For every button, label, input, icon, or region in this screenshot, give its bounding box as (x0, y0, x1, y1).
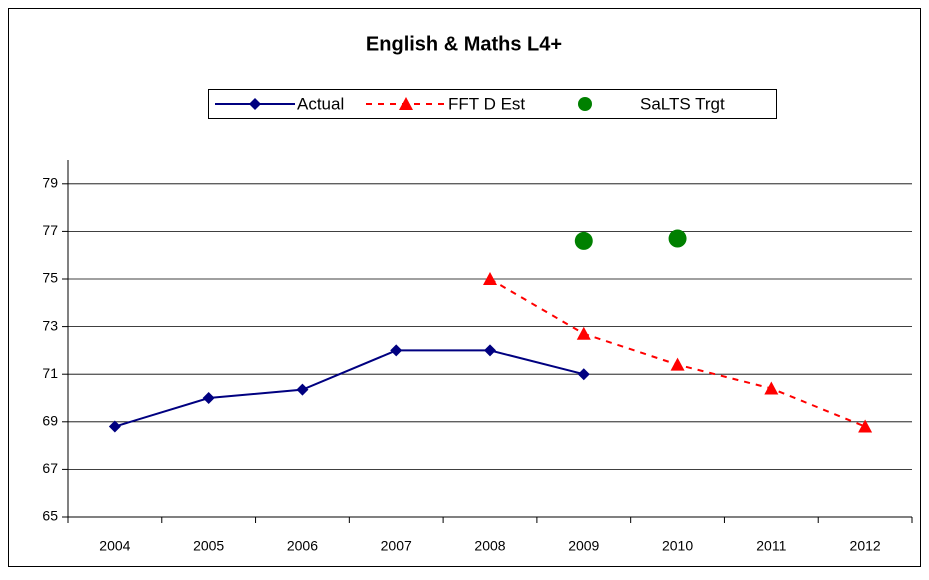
chart-title: English & Maths L4+ (366, 33, 562, 55)
legend-marker (249, 98, 261, 110)
data-point (668, 229, 687, 248)
series-line (114, 349, 585, 428)
legend-label: Actual (297, 94, 344, 113)
x-tick-label: 2006 (287, 538, 318, 554)
y-tick-label: 73 (42, 317, 58, 333)
data-point (296, 383, 309, 396)
data-point (764, 381, 779, 395)
data-point (108, 420, 121, 433)
y-tick-label: 69 (42, 413, 58, 429)
y-tick-label: 67 (42, 460, 58, 476)
x-tick-label: 2012 (850, 538, 881, 554)
x-tick-label: 2005 (193, 538, 224, 554)
y-tick-label: 71 (42, 365, 58, 381)
data-point (576, 326, 591, 340)
y-tick-label: 79 (42, 175, 58, 191)
x-tick-label: 2008 (474, 538, 505, 554)
data-point (577, 368, 590, 381)
data-point (484, 344, 496, 357)
data-point (390, 344, 403, 357)
y-tick-label: 77 (42, 222, 58, 238)
data-point (858, 419, 873, 433)
x-tick-label: 2004 (99, 538, 130, 554)
data-point (202, 392, 215, 404)
legend-marker (578, 97, 592, 111)
x-tick-label: 2011 (756, 538, 786, 554)
legend-label: FFT D Est (448, 94, 525, 113)
y-tick-label: 65 (42, 508, 58, 524)
x-tick-label: 2007 (381, 538, 412, 554)
legend-label: SaLTS Trgt (640, 94, 725, 113)
legend-box (208, 89, 777, 119)
data-point (670, 357, 685, 371)
x-tick-label: 2010 (662, 538, 693, 554)
y-tick-label: 75 (42, 270, 58, 286)
data-point (483, 272, 497, 285)
data-point (574, 231, 593, 250)
x-tick-label: 2009 (568, 538, 599, 554)
legend-marker (399, 97, 413, 110)
